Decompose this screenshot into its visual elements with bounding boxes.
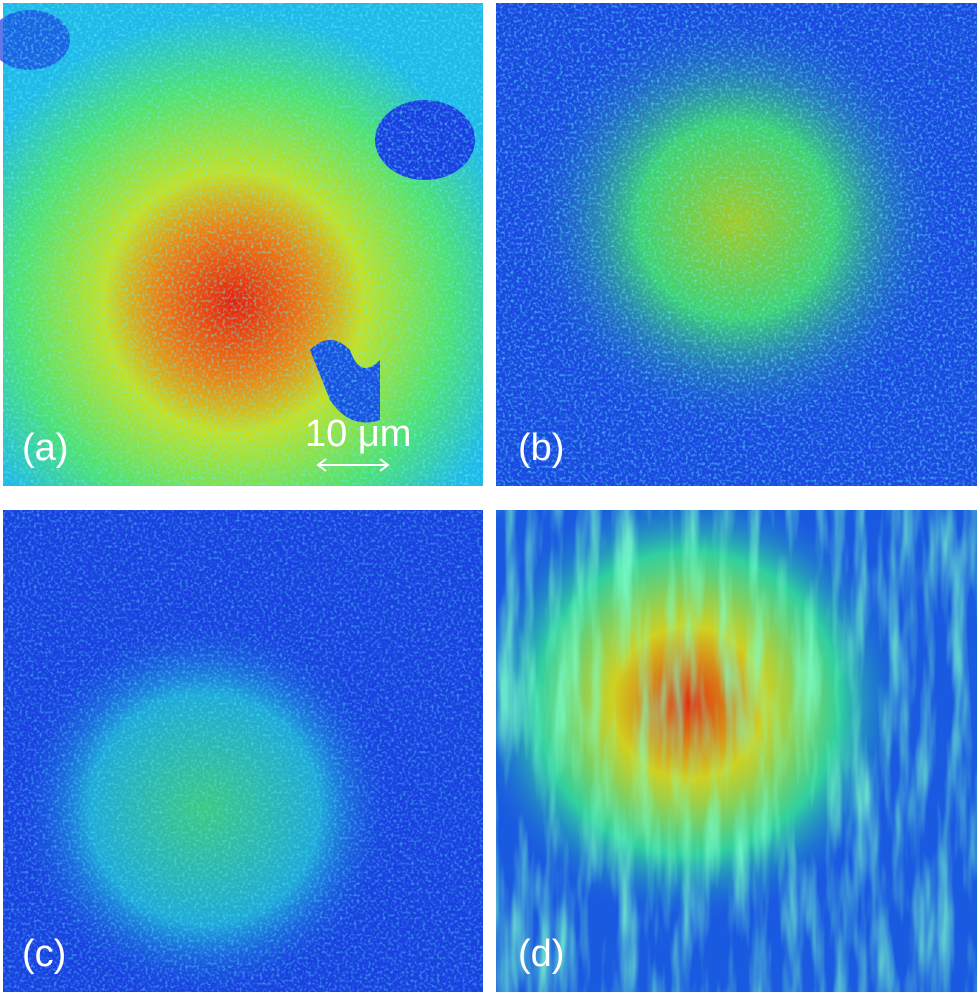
texture: [3, 510, 483, 992]
panel-a: (a) 10 μm: [0, 3, 483, 486]
scale-bar-label: 10 μm: [305, 413, 411, 455]
panel-label: (c): [22, 933, 66, 975]
panel-label: (d): [518, 933, 564, 975]
texture: [3, 3, 483, 486]
panel-b: (b): [496, 3, 977, 486]
panel-label: (a): [22, 427, 68, 469]
panel-label: (b): [518, 427, 564, 469]
scale-bar: [316, 458, 390, 472]
panel-d: (d): [496, 510, 977, 992]
panel-c: (c): [3, 510, 483, 992]
texture: [496, 510, 977, 992]
texture: [496, 3, 977, 486]
